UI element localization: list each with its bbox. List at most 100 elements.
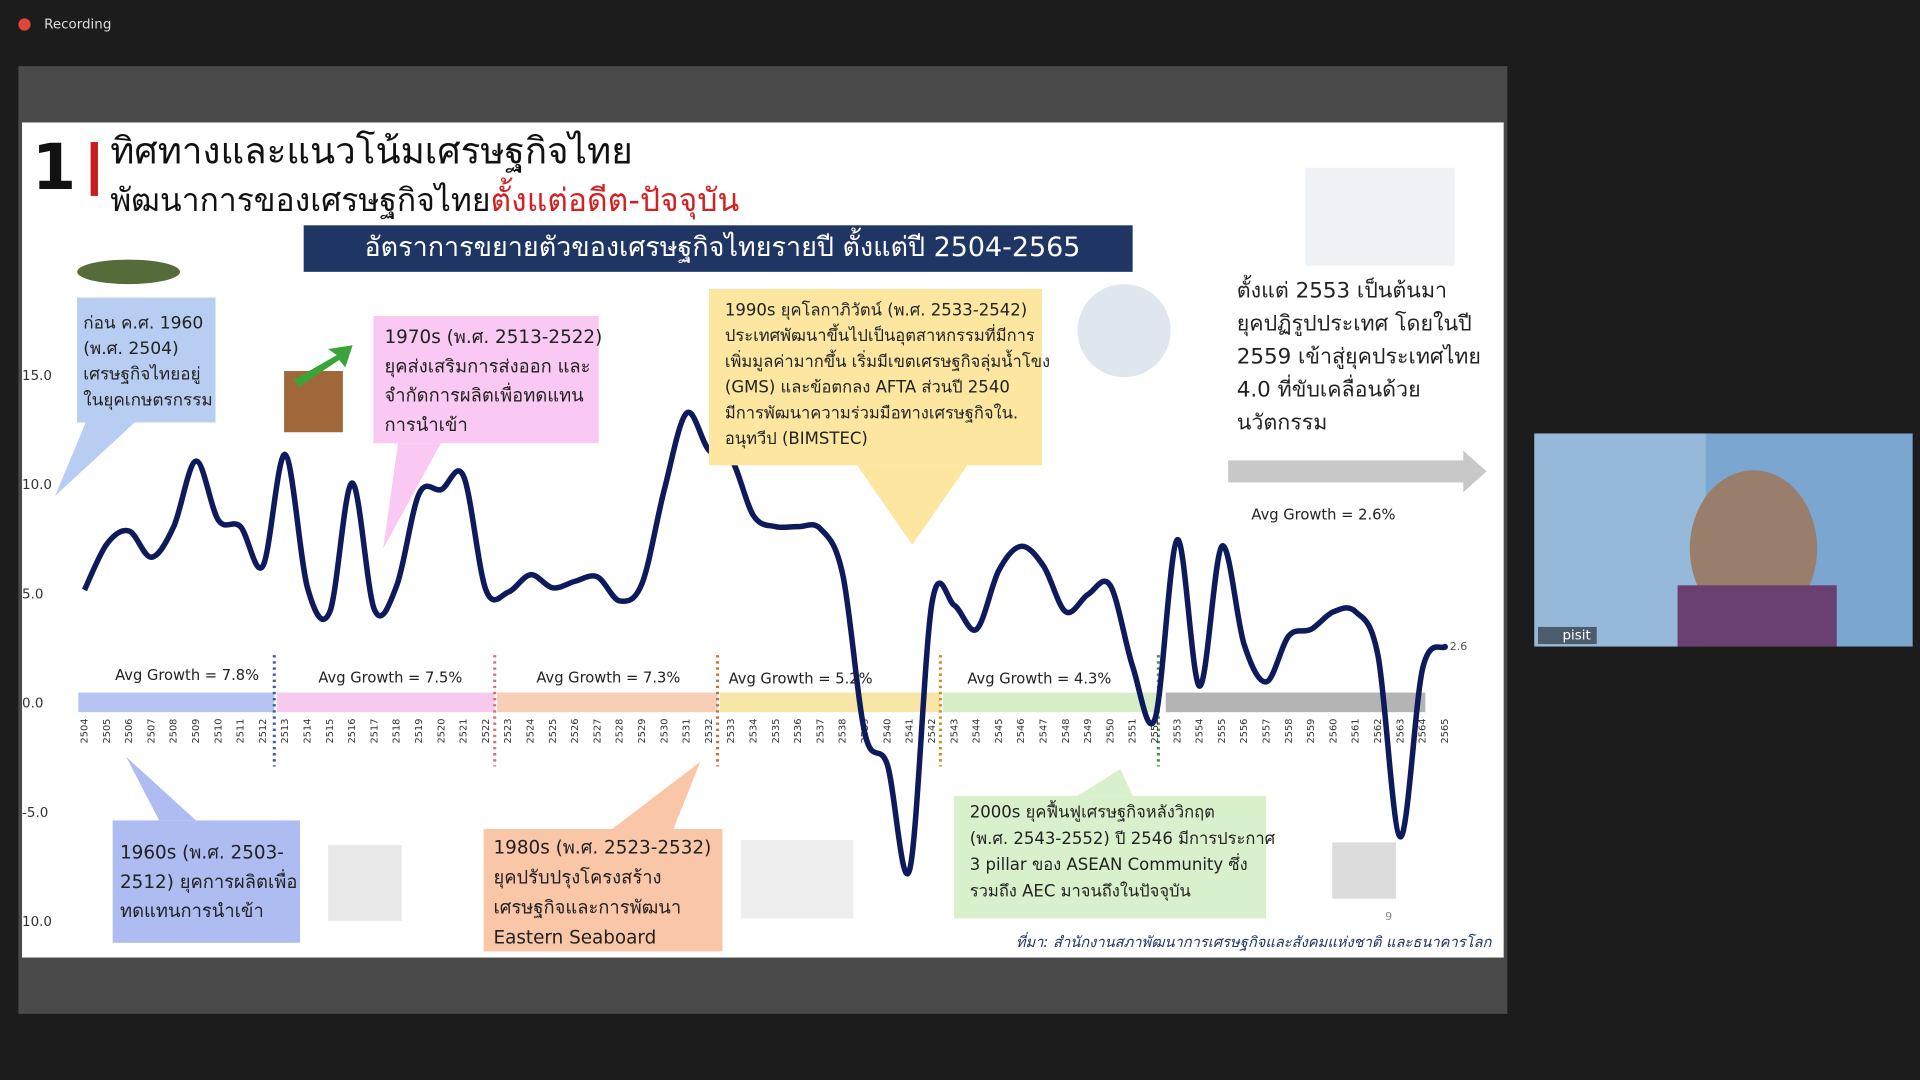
x-tick-label: 2521 xyxy=(459,719,470,744)
export-arrow xyxy=(293,345,353,387)
webcam-building xyxy=(1534,433,1706,647)
x-tick-label: 2541 xyxy=(905,719,916,744)
callout-text: 1980s (พ.ศ. 2523-2532) xyxy=(493,838,711,859)
x-tick-label: 2546 xyxy=(1016,719,1027,744)
x-tick-label: 2557 xyxy=(1261,719,1272,744)
x-tick-label: 2533 xyxy=(726,719,737,744)
callout-text: นวัตกรรม xyxy=(1237,411,1328,436)
callout-text: (พ.ศ. 2504) xyxy=(83,339,178,359)
callout-text: ยุคปฏิรูปประเทศ โดยในปี xyxy=(1237,310,1472,336)
slide-title: ทิศทางและแนวโน้มเศรษฐกิจไทย xyxy=(110,130,633,174)
avg-growth-label: Avg Growth = 5.2% xyxy=(729,671,873,688)
avg-growth-label: Avg Growth = 7.5% xyxy=(318,669,462,686)
x-tick-label: 2551 xyxy=(1128,719,1139,744)
callout-text: ยุคส่งเสริมการส่งออก และ xyxy=(384,356,590,378)
callout-text: 1990s ยุคโลกาภิวัตน์ (พ.ศ. 2533-2542) xyxy=(725,301,1027,321)
y-tick-label: 10.0 xyxy=(22,915,52,930)
recording-dot xyxy=(18,18,31,31)
callout-text: Eastern Seaboard xyxy=(493,928,656,949)
callout-text: 2000s ยุคฟื้นฟูเศรษฐกิจหลังวิกฤต xyxy=(970,800,1215,823)
x-tick-label: 2509 xyxy=(191,719,202,744)
period-band xyxy=(276,692,495,713)
x-tick-label: 2520 xyxy=(436,719,447,744)
callout-box xyxy=(708,288,1043,466)
avg-growth-label: Avg Growth = 7.3% xyxy=(536,669,680,686)
x-tick-label: 2544 xyxy=(972,719,983,744)
banner-text: อัตราการขยายตัวของเศรษฐกิจไทยรายปี ตั้งแ… xyxy=(365,227,1081,263)
x-tick-label: 2536 xyxy=(793,719,804,744)
x-tick-label: 2523 xyxy=(503,719,514,744)
callout-box xyxy=(953,795,1267,919)
callout-box xyxy=(483,828,723,952)
x-tick-label: 2540 xyxy=(882,719,893,744)
x-tick-label: 2543 xyxy=(949,719,960,744)
export-icon xyxy=(284,371,343,433)
callout-text: จำกัดการผลิตเพื่อทดแทน xyxy=(384,383,584,407)
x-tick-label: 2560 xyxy=(1328,719,1339,744)
x-tick-label: 2549 xyxy=(1083,719,1094,744)
y-tick-label: -5.0 xyxy=(22,806,48,821)
recording-label[interactable]: Recording xyxy=(44,17,111,32)
x-tick-label: 2517 xyxy=(369,719,380,744)
source: ที่มา: สำนักงานสภาพัฒนาการเศรษฐกิจและสัง… xyxy=(1016,931,1493,951)
asean-icon xyxy=(1332,842,1396,899)
x-tick-label: 2532 xyxy=(704,719,715,744)
chart: 10.0 -5.0 0.0 5.0 10.0 15.0 2504 2505 2506 2507 25… xyxy=(22,369,1467,930)
x-tick-label: 2529 xyxy=(637,719,648,744)
callout-box xyxy=(373,315,599,444)
x-tick-label: 2528 xyxy=(615,719,626,744)
x-tick-label: 2537 xyxy=(815,719,826,744)
growth-line xyxy=(81,409,1447,877)
x-tick-label: 2564 xyxy=(1418,719,1429,744)
x-tick-label: 2547 xyxy=(1038,719,1049,744)
x-tick-label: 2519 xyxy=(414,719,425,744)
callout-tail xyxy=(612,761,701,829)
x-tick-label: 2511 xyxy=(236,719,247,744)
x-tick-label: 2514 xyxy=(303,719,314,744)
callout-text: 3 pillar ของ ASEAN Community ซึ่ง xyxy=(970,853,1248,874)
y-tick-label: 5.0 xyxy=(22,587,43,602)
callout-tail xyxy=(857,465,968,545)
callout-text: 1970s (พ.ศ. 2513-2522) xyxy=(384,327,602,348)
callout-box xyxy=(112,820,300,943)
participant-name[interactable]: pisit xyxy=(1562,629,1590,644)
callout-text: 4.0 ที่ขับเคลื่อนด้วย xyxy=(1237,375,1421,403)
x-tick-label: 2554 xyxy=(1195,719,1206,744)
x-tick-label: 2524 xyxy=(526,719,537,744)
x-tick-label: 2527 xyxy=(592,719,603,744)
callout-text: เพิ่มมูลค่ามากขึ้น เริ่มมีเขตเศรษฐกิจลุ่… xyxy=(725,349,1050,372)
x-tick-label: 2512 xyxy=(258,719,269,744)
x-tick-label: 2542 xyxy=(927,719,938,744)
x-tick-label: 2538 xyxy=(838,719,849,744)
webcam-shirt xyxy=(1677,585,1837,647)
x-tick-label: 2563 xyxy=(1395,719,1406,744)
x-tick-label: 2506 xyxy=(124,719,135,744)
x-tick-label: 2516 xyxy=(347,719,358,744)
y-tick-label: 10.0 xyxy=(22,478,52,493)
callout-text: ประเทศพัฒนาขึ้นไปเป็นอุตสาหกรรมที่มีการ xyxy=(725,323,1035,346)
callout-text: (GMS) และข้อตกลง AFTA ส่วนปี 2540 xyxy=(725,378,1010,397)
x-tick-label: 2558 xyxy=(1284,719,1295,744)
callout-text: (พ.ศ. 2543-2552) ปี 2546 มีการประกาศ xyxy=(970,829,1276,848)
callouts: Avg Growth = 7.8% Avg Growth = 7.5% Avg Gr… xyxy=(55,274,1481,952)
x-tick-label: 2561 xyxy=(1351,719,1362,744)
period-band xyxy=(942,692,1159,713)
x-tick-label: 2553 xyxy=(1172,719,1183,744)
x-tick-label: 2507 xyxy=(146,719,157,744)
callout-box xyxy=(77,297,216,423)
callout-text: ทดแทนการนำเข้า xyxy=(120,901,264,922)
y-tick-label: 15.0 xyxy=(22,369,52,384)
avg-growth-label: Avg Growth = 7.8% xyxy=(115,667,259,684)
avg-growth-label: Avg Growth = 2.6% xyxy=(1251,507,1395,524)
period-band xyxy=(497,692,718,713)
page-number: 9 xyxy=(1385,910,1392,923)
x-tick-label: 2559 xyxy=(1306,719,1317,744)
callout-text: เศรษฐกิจและการพัฒนา xyxy=(493,898,681,919)
callout-text: ก่อน ค.ศ. 1960 xyxy=(83,313,203,333)
subtitle-b: ตั้งแต่อดีต-ปัจจุบัน xyxy=(491,177,740,220)
x-tick-label: 2562 xyxy=(1373,719,1384,744)
x-tick-label: 2565 xyxy=(1440,719,1451,744)
callout-text: ยุคปรับปรุงโครงสร้าง xyxy=(493,867,661,890)
callout-text: 2512) ยุคการผลิตเพื่อ xyxy=(120,869,297,894)
robot-icon xyxy=(1305,167,1455,266)
